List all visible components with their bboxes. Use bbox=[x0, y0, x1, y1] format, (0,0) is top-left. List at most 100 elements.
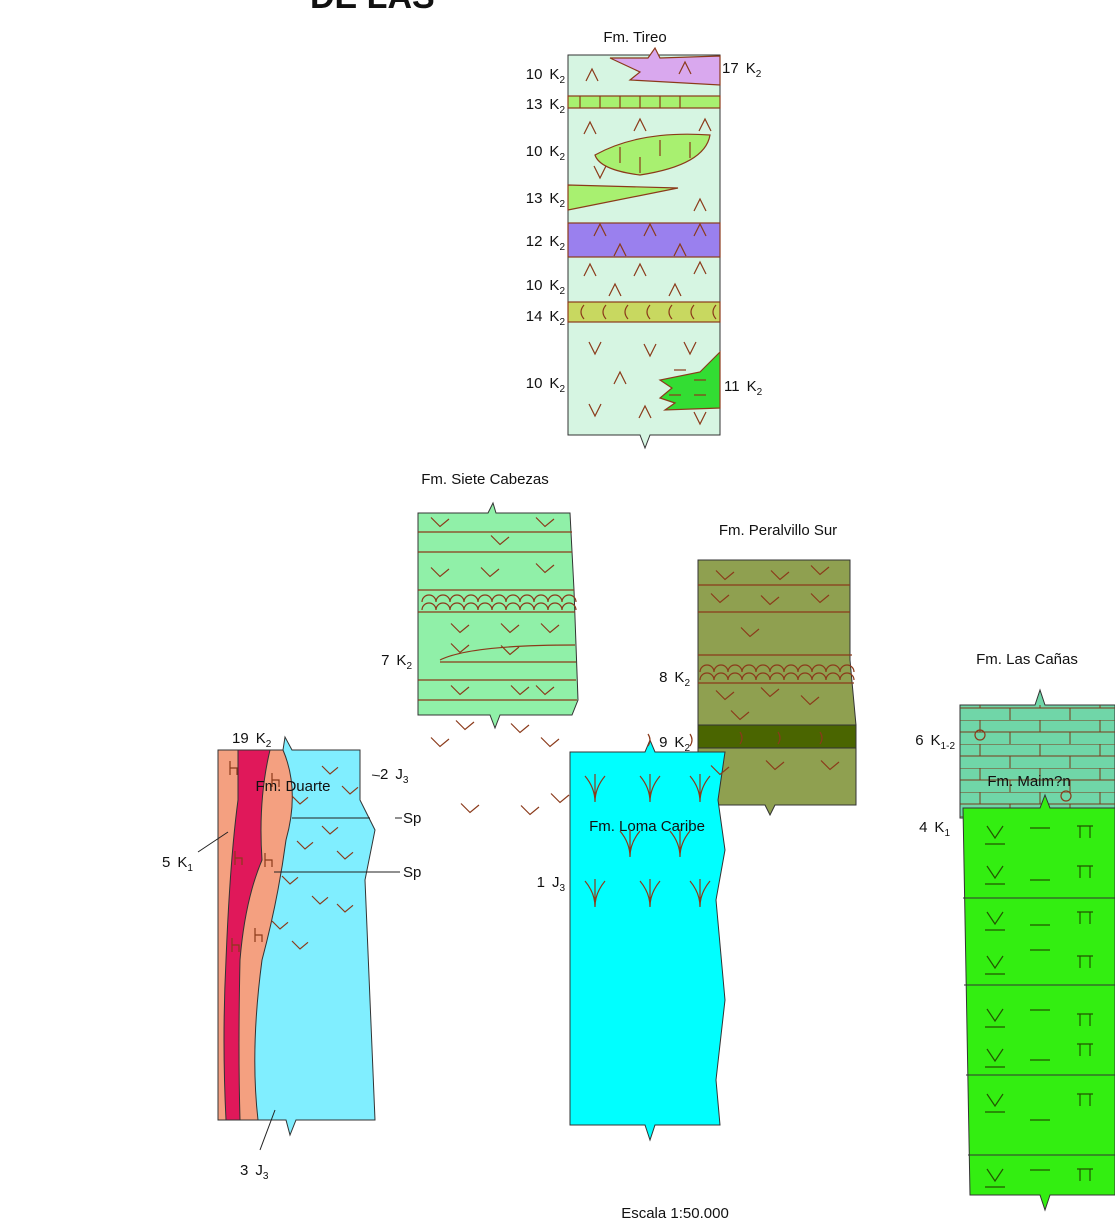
unit-number: 10 bbox=[526, 143, 543, 160]
lithology-mark bbox=[551, 794, 569, 803]
unit-age: K bbox=[549, 308, 559, 325]
header-title: DE LAS bbox=[310, 0, 435, 16]
unit-age: K bbox=[549, 233, 559, 250]
unit-age-sub: 2 bbox=[559, 286, 565, 297]
unit-label: 13 K2 bbox=[526, 96, 566, 116]
unit-label: 13 K2 bbox=[526, 190, 566, 210]
unit-number: 3 bbox=[240, 1162, 248, 1179]
unit-number: 1 bbox=[537, 874, 545, 891]
unit-age-sub: 2 bbox=[559, 199, 565, 210]
unit-age: K bbox=[396, 652, 406, 669]
unit-number: 4 bbox=[919, 819, 927, 836]
unit-age-sub: 3 bbox=[559, 883, 565, 894]
unit-number: 2 bbox=[380, 766, 388, 783]
column-tireo bbox=[568, 48, 720, 448]
unit-age-sub: 2 bbox=[559, 384, 565, 395]
unit-age: K bbox=[549, 190, 559, 207]
unit-age-sub: 2 bbox=[756, 69, 762, 80]
unit-label: 10 K2 bbox=[526, 66, 566, 86]
unit-number: 14 bbox=[526, 308, 543, 325]
unit-number: 11 bbox=[724, 378, 740, 395]
unit-number: 19 bbox=[232, 730, 249, 747]
unit-number: 5 bbox=[162, 854, 170, 871]
unit-label: 14 K2 bbox=[526, 308, 566, 328]
column-siete-cabezas bbox=[418, 503, 578, 728]
unit-label: 10 K2 bbox=[526, 277, 566, 297]
unit-age: J bbox=[255, 1162, 263, 1179]
unit-age-sub: 1 bbox=[187, 863, 193, 874]
unit-age: K bbox=[931, 732, 941, 749]
unit-age-sub: 2 bbox=[559, 75, 565, 86]
scale-label: Escala 1:50.000 bbox=[621, 1205, 729, 1222]
unit-label: 17 K2 bbox=[722, 60, 762, 80]
unit-number: 7 bbox=[381, 652, 389, 669]
lithology-mark bbox=[431, 738, 449, 747]
column-title: Fm. Duarte bbox=[255, 778, 330, 795]
column-title: Fm. Tireo bbox=[603, 29, 666, 46]
lithology-mark bbox=[521, 806, 539, 815]
unit-age-sub: 1-2 bbox=[941, 741, 956, 752]
unit-label: 11 K2 bbox=[724, 378, 763, 398]
lithology-mark bbox=[690, 734, 692, 746]
unit-age-sub: 3 bbox=[403, 775, 409, 786]
lithology-mark bbox=[541, 738, 559, 747]
unit-label: 2J3 bbox=[380, 766, 409, 786]
unit-number: 13 bbox=[526, 96, 543, 113]
unit-age: K bbox=[747, 378, 757, 395]
lithology-mark bbox=[456, 721, 474, 730]
unit-label: 1J3 bbox=[537, 874, 566, 894]
unit-number: 8 bbox=[659, 669, 667, 686]
unit-age-sub: 2 bbox=[559, 105, 565, 116]
unit-age-sub: 2 bbox=[684, 678, 690, 689]
column-title: Fm. Peralvillo Sur bbox=[719, 522, 837, 539]
unit-age: K bbox=[674, 669, 684, 686]
unit-age-sub: 3 bbox=[263, 1171, 269, 1182]
unit-age: K bbox=[934, 819, 944, 836]
unit-number: 17 bbox=[722, 60, 739, 77]
unit-label: 10 K2 bbox=[526, 143, 566, 163]
column-duarte bbox=[198, 737, 402, 1150]
unit-age: J bbox=[552, 874, 560, 891]
column-maimon bbox=[963, 795, 1115, 1210]
unit-age-sub: 2 bbox=[684, 743, 690, 754]
unit-age-sub: 2 bbox=[559, 317, 565, 328]
unit-number: 13 bbox=[526, 190, 543, 207]
unit-label: 6K1-2 bbox=[915, 732, 955, 752]
unit-age: K bbox=[549, 66, 559, 83]
unit-label: 19 K2 bbox=[232, 730, 272, 750]
column-loma-caribe bbox=[570, 740, 725, 1140]
lithology-mark bbox=[511, 724, 529, 733]
unit-age-sub: 2 bbox=[266, 739, 272, 750]
unit-age-sub: 2 bbox=[757, 387, 763, 398]
unit-label: 3J3 bbox=[240, 1162, 269, 1182]
column-title: Fm. Maim?n bbox=[987, 773, 1070, 790]
unit-age-sub: 1 bbox=[944, 828, 950, 839]
unit-age-sub: 2 bbox=[559, 242, 565, 253]
unit-number: 10 bbox=[526, 375, 543, 392]
unit-number: 10 bbox=[526, 66, 543, 83]
unit-age: J bbox=[395, 766, 403, 783]
diagram: DE LAS Escala 1:50.000 Fm. Tireo Fm. Siet… bbox=[0, 0, 1115, 1225]
column-title: Fm. Siete Cabezas bbox=[421, 471, 549, 488]
unit-label: 10 K2 bbox=[526, 375, 566, 395]
unit-age: K bbox=[256, 730, 266, 747]
unit-label: 4K1 bbox=[919, 819, 950, 839]
unit-age: K bbox=[549, 277, 559, 294]
unit-age-sub: 2 bbox=[559, 152, 565, 163]
unit-age: K bbox=[177, 854, 187, 871]
unit-age-sub: 2 bbox=[406, 661, 412, 672]
unit-age: K bbox=[746, 60, 756, 77]
unit-number: 12 bbox=[526, 233, 543, 250]
unit-number: 9 bbox=[659, 734, 667, 751]
unit-age: K bbox=[549, 143, 559, 160]
unit-age: K bbox=[549, 375, 559, 392]
lithology-mark bbox=[461, 804, 479, 813]
unit-age: K bbox=[549, 96, 559, 113]
unit-number: 6 bbox=[915, 732, 923, 749]
unit-label: Sp bbox=[403, 810, 421, 827]
unit-number: 10 bbox=[526, 277, 543, 294]
